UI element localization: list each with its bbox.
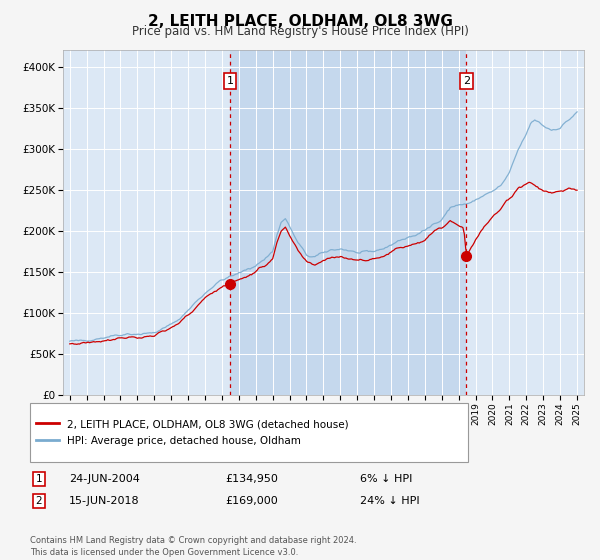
Text: 15-JUN-2018: 15-JUN-2018 (69, 496, 140, 506)
Legend: 2, LEITH PLACE, OLDHAM, OL8 3WG (detached house), HPI: Average price, detached h: 2, LEITH PLACE, OLDHAM, OL8 3WG (detache… (31, 414, 354, 451)
Text: 24-JUN-2004: 24-JUN-2004 (69, 474, 140, 484)
Text: 1: 1 (226, 76, 233, 86)
Bar (230, 50, 466, 395)
Text: 2: 2 (35, 496, 43, 506)
Text: 2: 2 (463, 76, 470, 86)
Text: Price paid vs. HM Land Registry's House Price Index (HPI): Price paid vs. HM Land Registry's House … (131, 25, 469, 38)
Text: 24% ↓ HPI: 24% ↓ HPI (360, 496, 419, 506)
FancyBboxPatch shape (30, 403, 468, 462)
Text: 2, LEITH PLACE, OLDHAM, OL8 3WG: 2, LEITH PLACE, OLDHAM, OL8 3WG (148, 14, 452, 29)
Text: £169,000: £169,000 (225, 496, 278, 506)
Text: 1: 1 (35, 474, 43, 484)
Text: £134,950: £134,950 (225, 474, 278, 484)
Text: 6% ↓ HPI: 6% ↓ HPI (360, 474, 412, 484)
Text: Contains HM Land Registry data © Crown copyright and database right 2024.
This d: Contains HM Land Registry data © Crown c… (30, 536, 356, 557)
